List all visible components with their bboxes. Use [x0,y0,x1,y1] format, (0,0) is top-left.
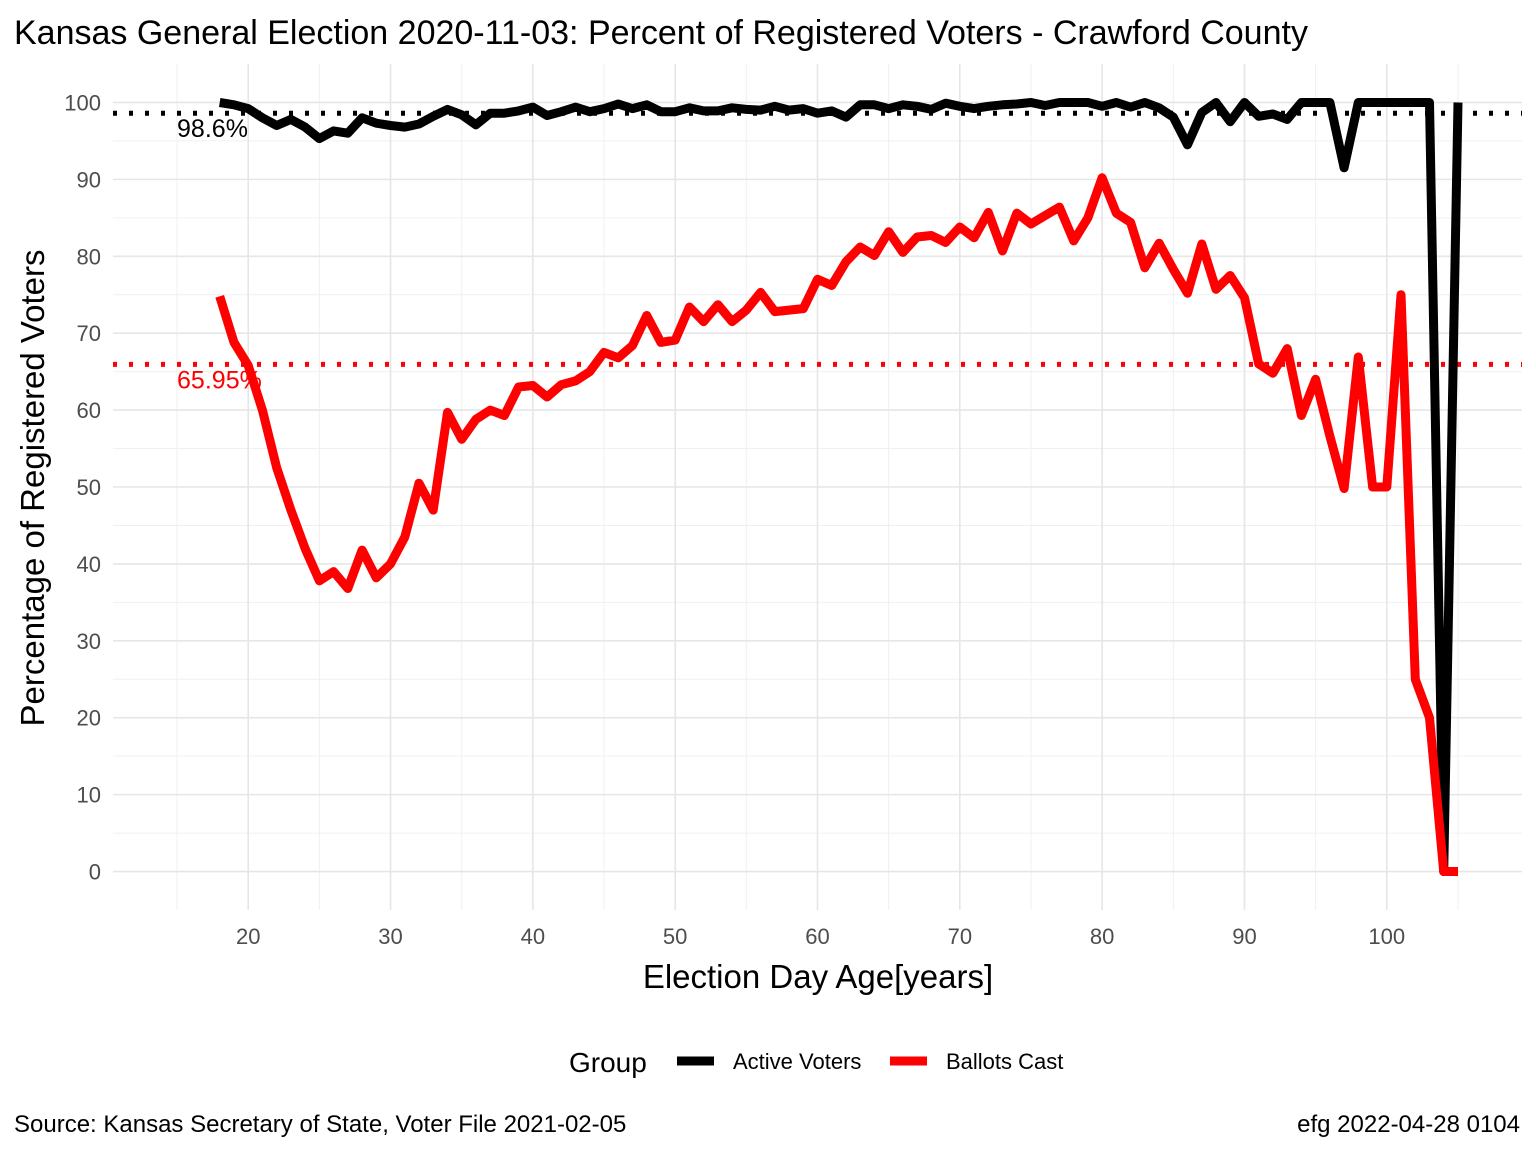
y-tick-label: 50 [77,475,101,500]
x-tick-label: 40 [521,924,545,949]
y-axis-title: Percentage of Registered Voters [14,250,51,727]
x-tick-label: 50 [663,924,687,949]
series-line-ballots-cast [215,173,1458,876]
y-tick-label: 0 [89,860,101,885]
chart-title: Kansas General Election 2020-11-03: Perc… [14,14,1308,52]
credit-caption: efg 2022-04-28 0104 [1297,1111,1520,1138]
x-tick-label: 70 [948,924,972,949]
legend: Group Active Voters Ballots Cast [569,1047,1063,1078]
x-axis-ticks: 20 30 40 50 60 70 80 90 100 [236,924,1405,949]
x-tick-label: 60 [805,924,829,949]
y-tick-label: 10 [77,783,101,808]
y-tick-label: 60 [77,398,101,423]
reference-label-1: 65.95% [177,366,262,394]
y-tick-label: 70 [77,321,101,346]
legend-title: Group [569,1047,647,1078]
series-layer [215,98,1463,876]
y-tick-label: 40 [77,552,101,577]
source-caption: Source: Kansas Secretary of State, Voter… [14,1111,626,1138]
legend-label-active-voters: Active Voters [733,1049,861,1074]
x-tick-label: 20 [236,924,260,949]
x-tick-label: 90 [1232,924,1256,949]
x-tick-label: 30 [378,924,402,949]
reference-label-0: 98.6% [177,115,248,143]
y-tick-label: 80 [77,244,101,269]
x-axis-title: Election Day Age[years] [643,958,993,995]
x-tick-label: 80 [1090,924,1114,949]
x-tick-label: 100 [1368,924,1405,949]
legend-label-ballots-cast: Ballots Cast [946,1049,1063,1074]
y-tick-label: 20 [77,706,101,731]
grid [113,64,1522,910]
series-line-active-voters [218,98,1463,876]
reference-labels: 98.6% 65.95% [177,115,262,394]
y-tick-label: 100 [64,90,101,115]
y-axis-ticks: 0 10 20 30 40 50 60 70 80 90 100 [64,90,101,884]
y-tick-label: 30 [77,629,101,654]
y-tick-label: 90 [77,167,101,192]
